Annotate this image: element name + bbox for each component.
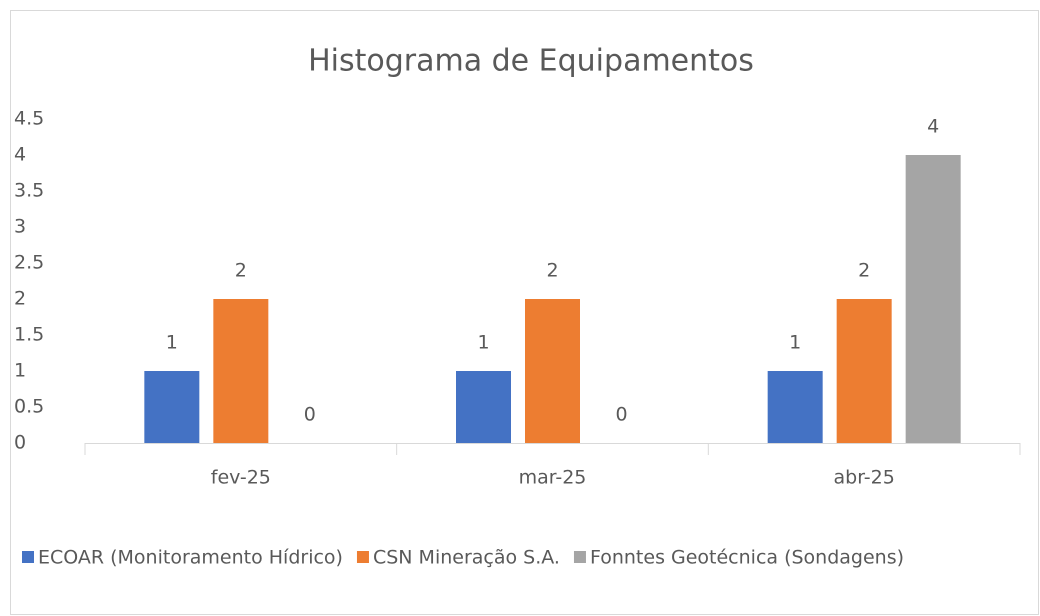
bar <box>836 299 892 443</box>
data-label: 2 <box>858 260 870 282</box>
y-tick-label: 3 <box>14 216 26 238</box>
bar <box>456 371 511 443</box>
legend-label: ECOAR (Monitoramento Hídrico) <box>38 547 343 569</box>
y-tick-label: 0 <box>14 432 26 454</box>
bar <box>213 299 269 443</box>
y-tick-label: 3.5 <box>14 180 44 202</box>
data-label: 1 <box>166 332 178 354</box>
y-tick-label: 2 <box>14 288 26 310</box>
legend-swatch <box>356 551 369 563</box>
y-tick-label: 0.5 <box>14 396 44 418</box>
data-label: 0 <box>615 404 627 426</box>
x-tick-label: fev-25 <box>211 467 271 489</box>
data-label: 2 <box>546 260 558 282</box>
chart-title: Histograma de Equipamentos <box>308 44 754 79</box>
bar <box>525 299 580 443</box>
x-tick-label: abr-25 <box>833 467 894 489</box>
x-tick-label: mar-25 <box>519 467 587 489</box>
y-tick-label: 1.5 <box>14 324 44 346</box>
y-tick-label: 4.5 <box>14 108 44 130</box>
data-label: 4 <box>927 116 939 138</box>
data-label: 1 <box>477 332 489 354</box>
y-tick-label: 2.5 <box>14 252 44 274</box>
y-tick-label: 4 <box>14 144 26 166</box>
legend-label: Fonntes Geotécnica (Sondagens) <box>590 547 904 569</box>
bar <box>767 371 823 443</box>
legend-label: CSN Mineração S.A. <box>373 547 560 569</box>
legend-swatch <box>22 551 34 563</box>
data-label: 2 <box>235 260 247 282</box>
bar <box>144 371 200 443</box>
data-label: 0 <box>304 404 316 426</box>
data-label: 1 <box>789 332 801 354</box>
bar <box>905 155 961 443</box>
legend-swatch <box>573 551 586 563</box>
y-tick-label: 1 <box>14 360 26 382</box>
